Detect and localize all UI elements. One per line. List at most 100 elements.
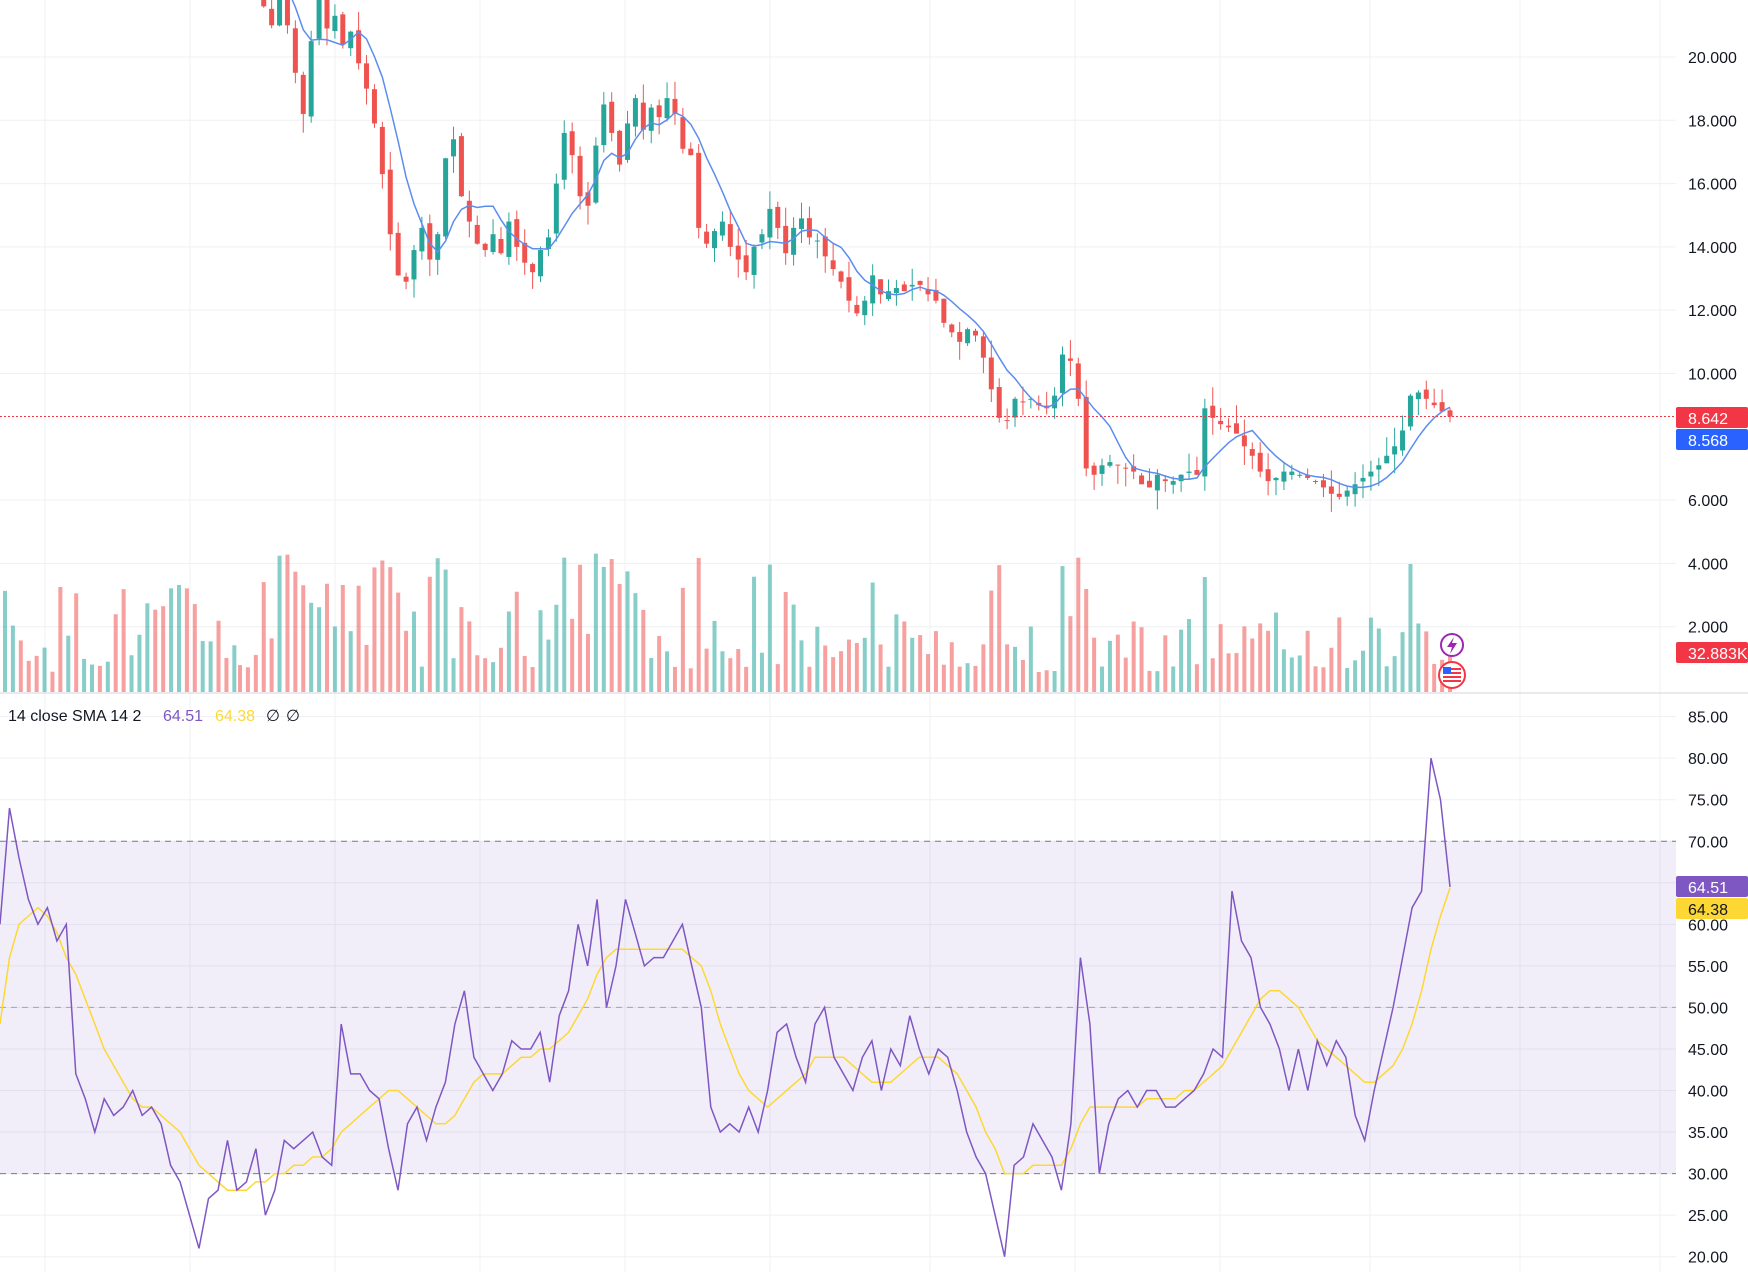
volume-bar (1226, 653, 1231, 692)
rsi-tick-label: 70.00 (1688, 834, 1728, 851)
candle-body (538, 250, 544, 277)
candle-body (957, 332, 963, 342)
candle-body (371, 89, 377, 124)
volume-bar (1305, 630, 1310, 692)
candle-body (822, 236, 828, 257)
volume-bar (121, 589, 126, 692)
candle-body (712, 231, 718, 249)
volume-bar (396, 592, 401, 692)
na-value-1: ∅ (266, 708, 280, 725)
rsi-line (0, 758, 1451, 1257)
candle-body (1123, 467, 1129, 469)
volume-bar (34, 655, 39, 692)
volume-bar (285, 554, 290, 692)
volume-bar (42, 647, 47, 692)
candle-body (830, 260, 836, 270)
us-flag-icon[interactable] (1438, 661, 1466, 689)
candle-body (664, 98, 670, 119)
volume-bar (1068, 616, 1073, 692)
candle-body (1020, 401, 1026, 403)
candle-body (1028, 398, 1034, 400)
volume-bar (216, 620, 221, 692)
volume-bar (411, 611, 416, 692)
volume-bar (1368, 617, 1373, 692)
candle-body (672, 98, 678, 114)
volume-bar (649, 658, 654, 692)
volume-bar (1171, 666, 1176, 692)
lightning-icon[interactable] (1440, 633, 1464, 657)
candle-body (1083, 396, 1089, 469)
volume-bar (791, 604, 796, 692)
candle-body (893, 288, 899, 294)
candle-body (261, 0, 267, 7)
volume-bar (759, 652, 764, 692)
volume-bar (601, 566, 606, 692)
volume-bar (965, 663, 970, 692)
volume-bar (261, 582, 266, 692)
candle-body (640, 102, 646, 130)
candle-body (1218, 420, 1224, 425)
volume-bar (1313, 666, 1318, 692)
candle-body (1059, 354, 1065, 393)
volume-bar (293, 571, 298, 692)
candle-body (688, 148, 694, 156)
candle-body (553, 183, 559, 234)
rsi-legend-value: 64.51 (163, 708, 203, 725)
volume-bar (129, 655, 134, 692)
candle-body (308, 41, 314, 117)
sma-line (291, 0, 1451, 489)
candle-body (1281, 471, 1287, 482)
volume-bar (1147, 670, 1152, 692)
volume-bar (672, 666, 677, 692)
candle-body (466, 200, 472, 222)
candle-body (1107, 462, 1113, 466)
candle-body (1249, 449, 1255, 456)
volume-bar (562, 557, 567, 692)
volume-bar (815, 626, 820, 692)
candle-body (1376, 465, 1382, 470)
sma-badge-bg (1676, 429, 1748, 450)
candle-body (759, 234, 765, 243)
volume-bar (538, 610, 543, 692)
volume-bar (1076, 557, 1081, 692)
candle-body (1392, 446, 1398, 455)
volume-bar (1028, 626, 1033, 692)
candle-body (617, 130, 623, 165)
candle-body (1162, 479, 1168, 482)
volume-bar (372, 567, 377, 692)
volume-bar (1376, 628, 1381, 692)
volume-bar (277, 555, 282, 692)
candle-body (1423, 389, 1429, 399)
sma-badge-label: 8.568 (1688, 433, 1728, 450)
candle-body (1336, 493, 1342, 497)
rsi-legend[interactable]: 14 close SMA 14 2 64.51 64.38 ∅ ∅ (8, 708, 300, 725)
volume-bar (324, 583, 329, 692)
volume-bar (184, 588, 189, 692)
candle-body (506, 221, 512, 257)
volume-bar (839, 651, 844, 692)
candle-body (332, 15, 338, 31)
candle-body (340, 14, 346, 45)
volume-bar (208, 641, 213, 692)
candle-body (1384, 455, 1390, 464)
volume-bar (546, 639, 551, 692)
price-scale[interactable]: 20.000 18.000 16.000 14.000 12.000 10.000 6.00… (1688, 50, 1737, 637)
volume-bar (3, 590, 7, 692)
volume-bar (269, 638, 274, 692)
volume-bar (744, 666, 749, 692)
volume-bar (1258, 623, 1263, 692)
rsi-scale[interactable]: 85.0080.0075.0070.0065.0060.0055.0050.00… (1688, 710, 1728, 1267)
candle-body (965, 329, 971, 344)
rsi-legend-text: 14 close SMA 14 2 (8, 708, 142, 725)
candle-body (1210, 405, 1216, 418)
candle-body (356, 30, 362, 64)
price-tick-label: 10.000 (1688, 366, 1737, 383)
candle-body (292, 28, 298, 73)
price-candles (261, 0, 1453, 512)
volume-bar (1187, 619, 1192, 692)
rsi-tick-label: 60.00 (1688, 917, 1728, 934)
candle-body (885, 291, 891, 300)
volume-bar (301, 585, 306, 692)
candle-body (846, 277, 852, 301)
